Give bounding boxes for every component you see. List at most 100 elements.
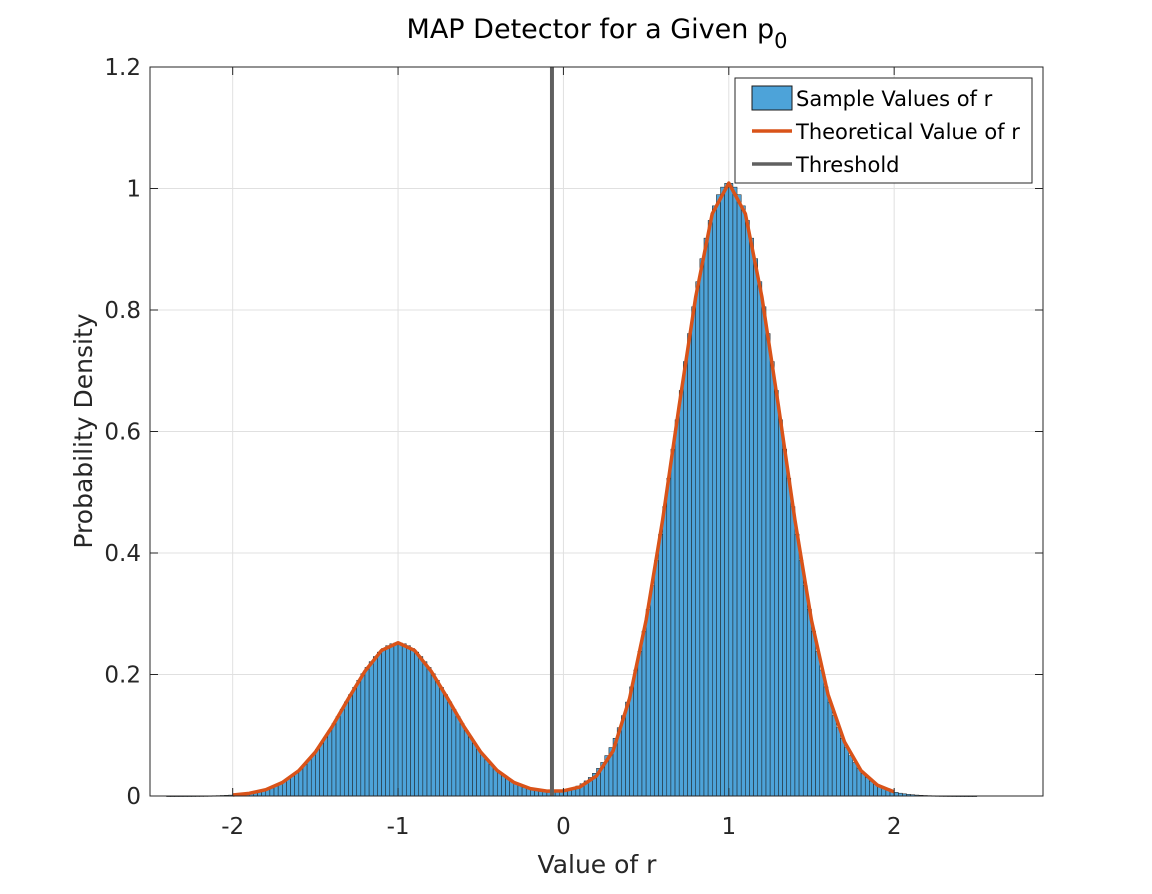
histogram-bar-85 [517, 785, 523, 797]
histogram-bar-63 [426, 667, 432, 797]
histogram-bar-39 [327, 730, 333, 797]
histogram-bar-156 [811, 630, 816, 797]
histogram-bar-36 [315, 749, 320, 797]
histogram-bar-145 [765, 333, 771, 797]
histogram-bar-127 [691, 306, 696, 797]
histogram-bar-40 [331, 723, 337, 797]
histogram-bar-68 [447, 701, 453, 797]
histogram-bar-64 [430, 673, 436, 797]
histogram-bar-137 [732, 186, 738, 797]
histogram-bar-80 [497, 772, 502, 797]
histogram-bar-129 [699, 258, 705, 797]
histogram-bar-66 [439, 687, 444, 797]
histogram-bar-72 [463, 730, 469, 797]
histogram-bar-162 [836, 727, 841, 797]
histogram-bar-131 [707, 220, 713, 797]
y-tick-label-5: 1 [126, 177, 141, 203]
y-axis-label: Probability Density [69, 313, 98, 548]
histogram-bar-34 [306, 759, 312, 797]
histogram-bar-159 [823, 686, 829, 797]
histogram-bar-74 [472, 743, 477, 797]
histogram-bar-114 [637, 651, 643, 797]
histogram-bar-112 [629, 686, 634, 797]
histogram-bar-49 [368, 661, 374, 797]
histogram-bar-160 [827, 701, 833, 797]
histogram-bar-60 [414, 651, 419, 797]
histogram-bar-134 [720, 186, 725, 797]
histogram-bar-62 [422, 661, 428, 797]
histogram-bar-82 [505, 778, 510, 797]
histogram-bar-58 [406, 645, 411, 797]
histogram-bar-128 [695, 281, 701, 797]
histogram-bar-70 [455, 716, 461, 797]
histogram-bar-44 [348, 694, 353, 797]
histogram-bar-53 [385, 645, 391, 797]
histogram-bar-155 [807, 608, 812, 797]
legend-swatch-histogram [751, 85, 793, 111]
histogram-bar-48 [364, 667, 370, 797]
histogram-bar-141 [749, 237, 754, 797]
histogram-bar-126 [687, 333, 692, 797]
histogram-bar-30 [290, 775, 295, 797]
histogram-bar-119 [658, 533, 663, 797]
histogram-bar-43 [344, 701, 349, 797]
histogram-bar-163 [840, 738, 845, 797]
histogram-bar-169 [864, 777, 870, 797]
histogram-bar-65 [435, 680, 440, 797]
histogram-bar-111 [625, 701, 630, 797]
histogram-bar-124 [678, 390, 684, 797]
histogram-bar-142 [753, 258, 758, 797]
histogram-bar-37 [319, 743, 324, 797]
histogram-bar-150 [786, 477, 792, 797]
histogram-bar-81 [501, 775, 506, 797]
histogram-bar-120 [662, 506, 668, 797]
histogram-bar-151 [790, 506, 796, 797]
histogram-bar-33 [302, 764, 308, 797]
x-tick-label-2: 0 [556, 814, 571, 840]
histogram-bar-116 [645, 608, 651, 797]
histogram-bar-140 [745, 220, 750, 797]
y-axis-ticks: 0 0.2 0.4 0.6 0.8 1 1.2 [104, 55, 1043, 810]
histogram-bar-164 [844, 747, 849, 797]
histogram-bar-78 [488, 764, 494, 797]
histogram-bar-123 [674, 419, 680, 797]
histogram-bar-132 [712, 205, 717, 797]
histogram-bar-130 [703, 237, 709, 797]
histogram-bar-152 [794, 533, 800, 797]
x-tick-label-4: 2 [887, 814, 902, 840]
histogram-bar-55 [393, 642, 399, 797]
legend-label-threshold: Threshold [795, 153, 900, 177]
histogram-bar-122 [670, 448, 676, 797]
histogram-bar-56 [397, 642, 403, 797]
histogram-bar-146 [769, 361, 775, 797]
y-tick-label-4: 0.8 [104, 298, 141, 324]
y-tick-label-3: 0.6 [104, 420, 141, 446]
histogram-bar-165 [848, 755, 854, 797]
histogram-bar-117 [650, 585, 655, 797]
histogram-bar-41 [335, 716, 341, 797]
histogram-bar-157 [815, 651, 820, 797]
histogram-bar-136 [728, 183, 734, 797]
histogram-bar-118 [654, 560, 659, 797]
chart-title: MAP Detector for a Given p0 [407, 14, 788, 53]
histogram-bar-51 [377, 651, 382, 797]
histogram-bar-67 [443, 694, 448, 797]
chart-title-main: MAP Detector for a Given p [407, 14, 775, 45]
histogram-bar-161 [831, 715, 837, 797]
chart-title-subscript: 0 [774, 29, 787, 53]
histogram-bar-50 [373, 656, 378, 797]
histogram-bar-79 [492, 768, 498, 797]
histogram-bar-84 [513, 783, 519, 797]
histogram-bar-47 [360, 673, 366, 797]
histogram-bar-176 [893, 792, 899, 797]
x-axis-label: Value of r [538, 850, 658, 879]
y-tick-label-0: 0 [126, 784, 141, 810]
x-axis-ticks: -2 -1 0 1 2 [221, 67, 901, 840]
histogram-bar-45 [352, 687, 357, 797]
legend-label-histogram: Sample Values of r [796, 87, 993, 111]
histogram-bar-69 [451, 709, 457, 797]
histogram-bar-71 [459, 723, 465, 797]
histogram-bar-73 [468, 736, 473, 797]
histogram-bar-133 [716, 194, 721, 797]
histogram-bar-59 [410, 648, 415, 797]
